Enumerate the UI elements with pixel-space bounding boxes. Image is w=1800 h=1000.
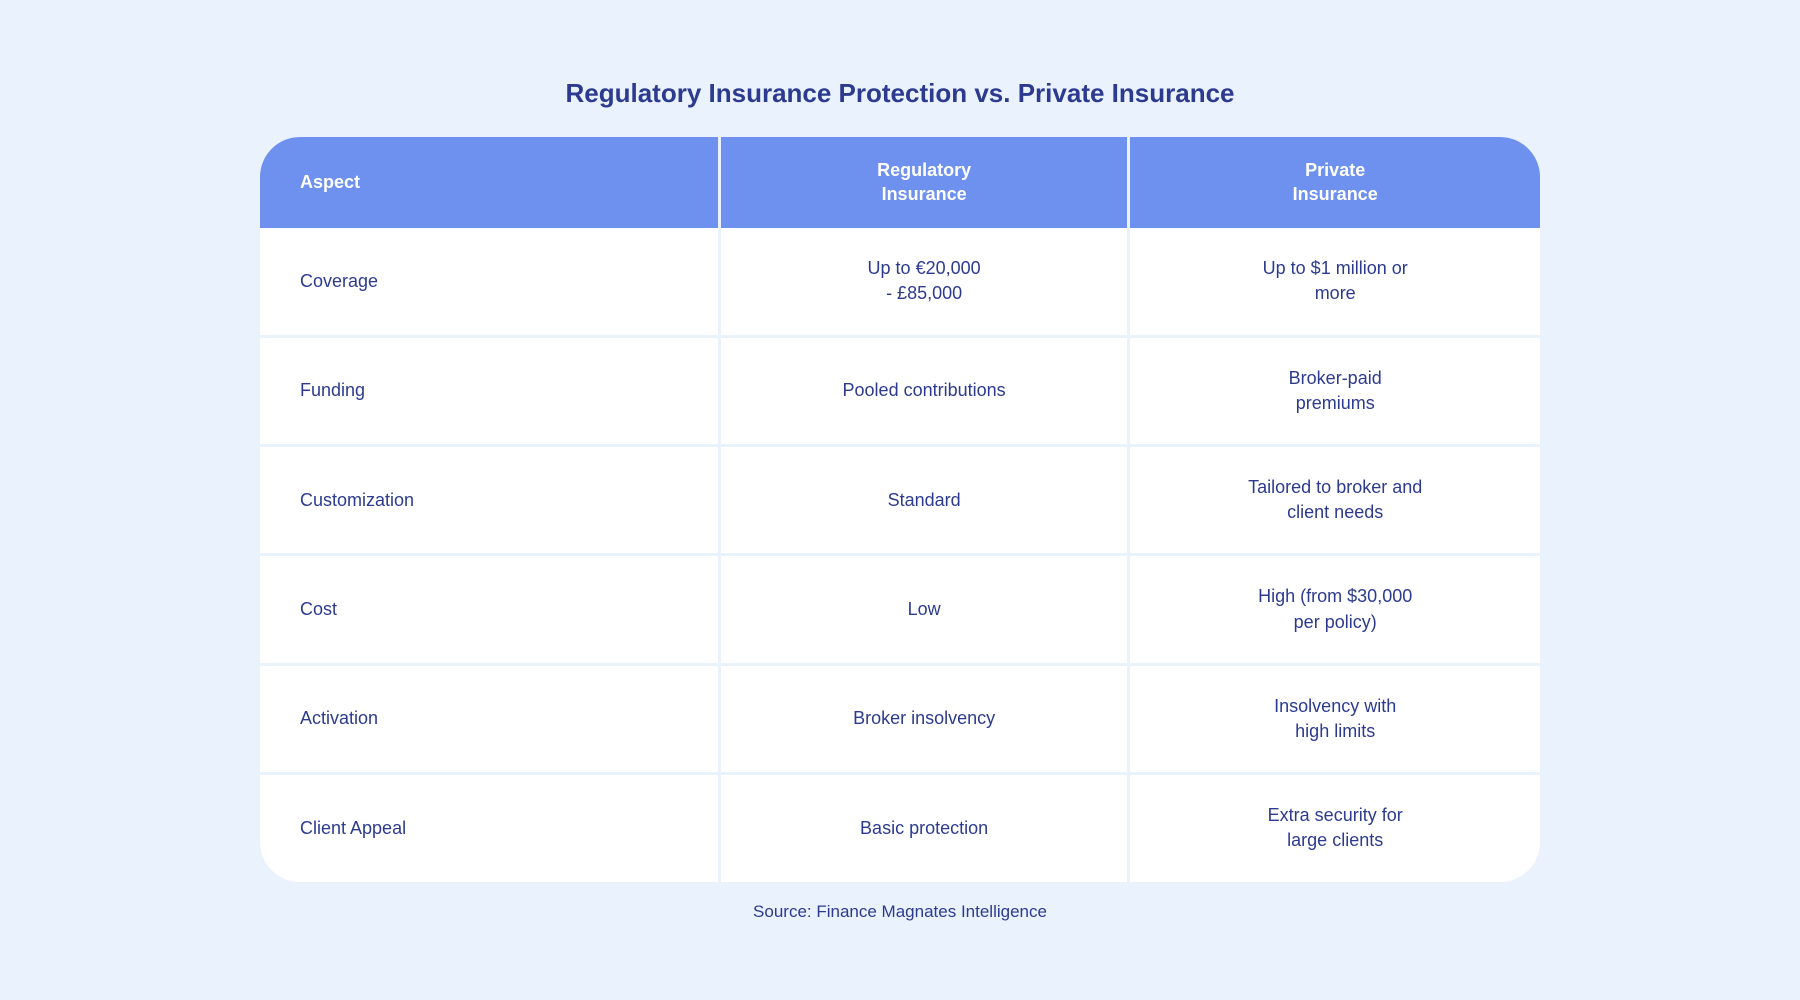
cell-aspect: Funding: [260, 338, 721, 447]
page-title: Regulatory Insurance Protection vs. Priv…: [260, 78, 1540, 109]
cell-regulatory: Broker insolvency: [721, 666, 1131, 775]
comparison-table: Aspect RegulatoryInsurance PrivateInsura…: [260, 137, 1540, 881]
header-private: PrivateInsurance: [1130, 137, 1540, 228]
cell-regulatory: Low: [721, 556, 1131, 665]
cell-aspect: Activation: [260, 666, 721, 775]
cell-aspect: Coverage: [260, 228, 721, 337]
table-row: Funding Pooled contributions Broker-paid…: [260, 338, 1540, 447]
table-body: Coverage Up to €20,000- £85,000 Up to $1…: [260, 228, 1540, 881]
comparison-table-container: Regulatory Insurance Protection vs. Priv…: [260, 78, 1540, 921]
header-aspect: Aspect: [260, 137, 721, 228]
cell-regulatory: Standard: [721, 447, 1131, 556]
table-row: Coverage Up to €20,000- £85,000 Up to $1…: [260, 228, 1540, 337]
cell-regulatory: Basic protection: [721, 775, 1131, 881]
source-attribution: Source: Finance Magnates Intelligence: [260, 902, 1540, 922]
table-row: Client Appeal Basic protection Extra sec…: [260, 775, 1540, 881]
cell-aspect: Cost: [260, 556, 721, 665]
cell-private: Insolvency withhigh limits: [1130, 666, 1540, 775]
table-header-row: Aspect RegulatoryInsurance PrivateInsura…: [260, 137, 1540, 228]
cell-aspect: Customization: [260, 447, 721, 556]
header-regulatory: RegulatoryInsurance: [721, 137, 1131, 228]
cell-private: Extra security forlarge clients: [1130, 775, 1540, 881]
cell-aspect: Client Appeal: [260, 775, 721, 881]
cell-private: High (from $30,000per policy): [1130, 556, 1540, 665]
table-row: Activation Broker insolvency Insolvency …: [260, 666, 1540, 775]
cell-private: Broker-paidpremiums: [1130, 338, 1540, 447]
table-row: Customization Standard Tailored to broke…: [260, 447, 1540, 556]
cell-private: Up to $1 million ormore: [1130, 228, 1540, 337]
cell-regulatory: Pooled contributions: [721, 338, 1131, 447]
cell-private: Tailored to broker andclient needs: [1130, 447, 1540, 556]
table-row: Cost Low High (from $30,000per policy): [260, 556, 1540, 665]
cell-regulatory: Up to €20,000- £85,000: [721, 228, 1131, 337]
